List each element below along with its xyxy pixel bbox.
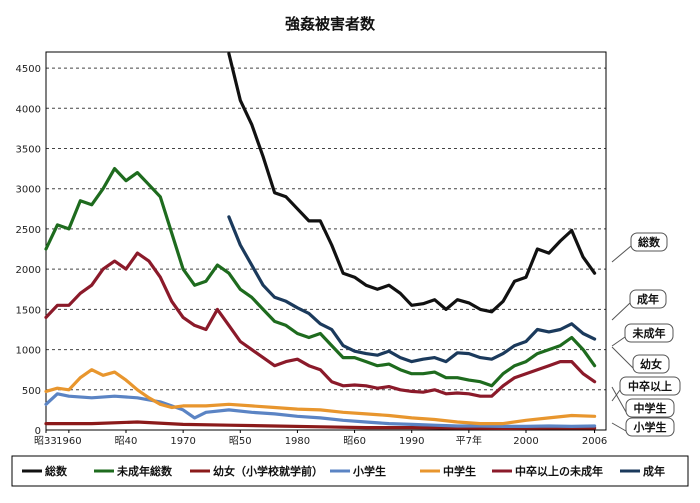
series-line-5 xyxy=(44,251,597,398)
series-line-3 xyxy=(44,392,597,428)
legend-label-4: 中学生 xyxy=(443,464,476,478)
y-tick-label: 0 xyxy=(35,426,41,437)
callout-box xyxy=(625,417,675,437)
callout-label-0: 総数 xyxy=(638,235,661,249)
legend: 総数 未成年総数 幼女（小学校就学前） 小学生 中学生 中卒以上の未成年 成年 xyxy=(11,455,689,487)
callout-leader xyxy=(611,389,621,402)
y-tick-label: 4000 xyxy=(16,104,41,115)
callout-leader xyxy=(611,386,627,413)
callout-label-5: 中卒以上 xyxy=(628,379,672,393)
callout-box xyxy=(629,289,667,309)
callout-box xyxy=(630,232,668,252)
y-tick-label: 3000 xyxy=(16,185,41,196)
series-line-6 xyxy=(227,215,597,364)
x-tick-label: 1970 xyxy=(170,436,195,447)
x-tick-label: 1980 xyxy=(285,436,310,447)
x-tick-label: 昭50 xyxy=(229,435,252,447)
x-tick-label: 昭40 xyxy=(115,435,138,447)
x-tick-label: 1990 xyxy=(399,436,424,447)
y-tick-label: 2500 xyxy=(16,225,41,236)
callout-box xyxy=(624,323,674,343)
callout-label-1: 未成年 xyxy=(632,326,666,340)
callout-leader xyxy=(611,245,632,263)
x-tick-label: 2000 xyxy=(513,436,538,447)
callout-label-3: 小学生 xyxy=(633,420,667,434)
callout-label-6: 成年 xyxy=(637,292,659,306)
x-tick-label: 平7年 xyxy=(456,434,482,447)
callout-leader xyxy=(611,422,627,432)
legend-label-0: 総数 xyxy=(45,464,68,478)
y-tick-label: 3500 xyxy=(16,145,41,156)
callout-box xyxy=(625,398,675,418)
y-tick-label: 1500 xyxy=(16,305,41,316)
callout-leader xyxy=(611,302,631,321)
y-tick-label: 2000 xyxy=(16,265,41,276)
series-line-0 xyxy=(227,52,597,314)
callout-label-2: 幼女 xyxy=(640,357,662,371)
legend-label-5: 中卒以上の未成年 xyxy=(515,464,603,478)
x-tick-label: 昭60 xyxy=(343,435,366,447)
callout-leader xyxy=(611,336,626,347)
callout-box xyxy=(632,354,670,374)
series-line-1 xyxy=(44,167,597,388)
series-layer xyxy=(44,52,597,430)
callout-label-4: 中学生 xyxy=(634,401,667,415)
y-tick-label: 1000 xyxy=(16,346,41,357)
chart-title: 強姦被害者数 xyxy=(285,15,376,33)
legend-label-3: 小学生 xyxy=(352,464,386,478)
series-line-4 xyxy=(44,368,597,426)
x-tick-label: 昭33 xyxy=(34,435,57,447)
callout-leader xyxy=(611,346,634,369)
x-tick-label: 2006 xyxy=(582,436,607,447)
y-tick-label: 500 xyxy=(22,386,41,397)
series-line-2 xyxy=(44,420,597,430)
legend-label-1: 未成年総数 xyxy=(116,464,173,478)
legend-label-6: 成年 xyxy=(643,464,665,478)
callout-box xyxy=(619,376,681,396)
y-tick-label: 4500 xyxy=(16,64,41,75)
legend-label-2: 幼女（小学校就学前） xyxy=(213,464,323,478)
plot-frame xyxy=(45,51,607,431)
x-tick-label: 1960 xyxy=(56,436,81,447)
